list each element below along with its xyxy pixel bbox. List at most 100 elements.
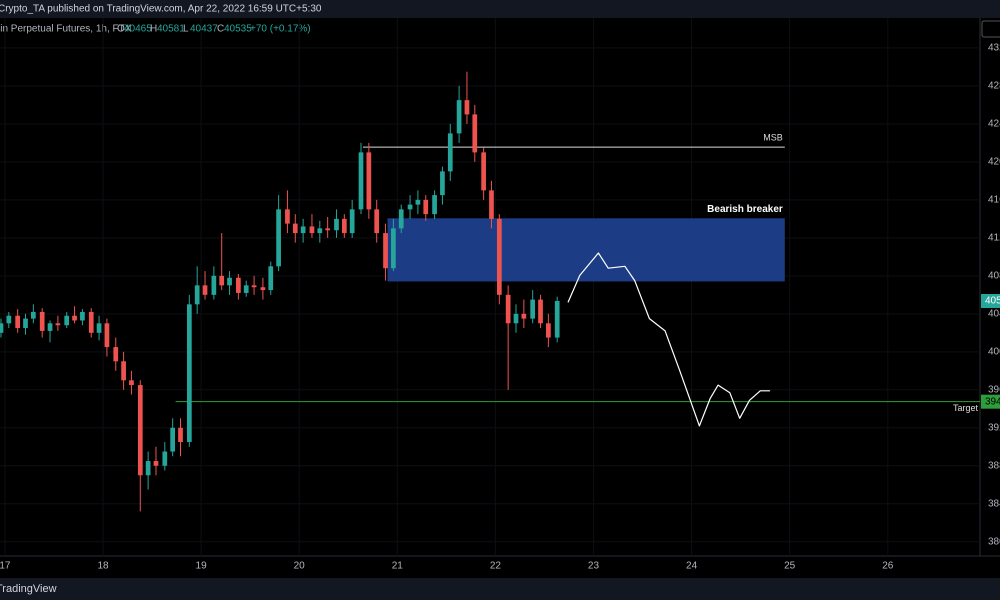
msb-label: MSB — [763, 133, 783, 143]
candle-body — [317, 228, 323, 234]
last-price-label: 40535 — [985, 296, 1000, 307]
y-tick-label: 40800 — [988, 270, 1000, 281]
target-label: Target — [953, 403, 979, 413]
x-tick-label: 25 — [784, 561, 796, 572]
candle-body — [72, 315, 77, 321]
candle-body — [23, 318, 28, 329]
candle-body — [121, 361, 126, 381]
publisher: Crypto_TA published on TradingView.com, … — [0, 4, 322, 15]
y-tick-label: 38400 — [988, 498, 1000, 509]
x-tick-label: 20 — [294, 561, 306, 572]
candle-body — [227, 277, 232, 286]
bottom-bar — [0, 578, 1000, 600]
candle-body — [80, 311, 85, 321]
candle-body — [285, 209, 290, 224]
candle-body — [383, 233, 388, 269]
candle-body — [489, 190, 494, 219]
candle-body — [268, 266, 274, 291]
ohlc-value: 40581 — [157, 24, 185, 35]
ohlc-key: L — [183, 24, 189, 35]
candle-body — [546, 323, 551, 338]
candle-body — [88, 311, 94, 333]
last-price-tag — [981, 294, 1000, 309]
candle-body — [292, 223, 298, 234]
candle-body — [243, 285, 249, 293]
currency-button[interactable] — [981, 20, 1000, 38]
breaker-zone — [387, 218, 785, 282]
ohlc-key: H — [150, 24, 157, 35]
ohlc-value: 40437 — [190, 24, 218, 35]
candle-body — [358, 152, 364, 210]
y-tick-label: 42000 — [988, 157, 1000, 168]
candle-body — [137, 385, 143, 476]
candle-body — [447, 133, 453, 172]
target-price-label: 39475 — [985, 396, 1000, 407]
candle-body — [538, 299, 543, 324]
candle-body — [202, 285, 208, 295]
candle-body — [6, 315, 12, 324]
y-tick-label: 38800 — [988, 460, 1000, 471]
candle-body — [104, 323, 110, 348]
candle-body — [186, 304, 192, 443]
candle-body — [194, 285, 200, 305]
y-tick-label: 43200 — [988, 43, 1000, 54]
candle-body — [423, 199, 429, 215]
candle-body — [30, 311, 36, 319]
brand: TradingView — [0, 583, 57, 595]
candle-body — [211, 275, 217, 295]
candle-body — [341, 218, 347, 234]
candle-body — [145, 461, 151, 476]
x-tick-label: 26 — [882, 561, 894, 572]
x-tick-label: 24 — [686, 561, 698, 572]
target-price-tag — [981, 394, 1000, 409]
candle-body — [481, 152, 486, 191]
candle-body — [530, 299, 536, 319]
x-tick-label: 23 — [588, 561, 600, 572]
candle-body — [178, 427, 183, 443]
candle-body — [398, 209, 404, 229]
candle-body — [96, 323, 102, 333]
x-tick-label: 21 — [392, 561, 404, 572]
candle-body — [162, 451, 168, 466]
x-tick-label: 17 — [0, 561, 11, 572]
ohlc-value: 40465 — [124, 24, 152, 35]
candle-body — [170, 427, 176, 452]
y-tick-label: 39600 — [988, 384, 1000, 395]
candle-body — [440, 171, 445, 196]
candle-body — [366, 152, 372, 210]
candle-body — [113, 347, 119, 362]
y-tick-label: 41200 — [988, 232, 1000, 243]
x-tick-label: 18 — [97, 561, 109, 572]
candle-body — [349, 209, 355, 234]
candle-body — [276, 209, 281, 267]
candle-body — [219, 275, 225, 286]
candle-body — [129, 380, 134, 386]
candle-body — [472, 114, 478, 153]
y-tick-label: 40000 — [988, 346, 1000, 357]
y-tick-label: 39200 — [988, 422, 1000, 433]
candle-body — [15, 315, 21, 329]
y-tick-label: 42400 — [988, 119, 1000, 130]
candle-body — [334, 218, 339, 231]
candle-body — [374, 209, 380, 234]
x-tick-label: 19 — [196, 561, 208, 572]
y-tick-label: 38000 — [988, 536, 1000, 547]
candle-body — [415, 199, 421, 205]
candle-body — [456, 100, 462, 134]
candle-body — [309, 226, 315, 234]
ohlc-change: +70 (+0.17%) — [250, 24, 311, 35]
candle-body — [47, 323, 53, 331]
ohlc-key: C — [217, 24, 224, 35]
candle-body — [464, 100, 470, 115]
candle-body — [39, 311, 45, 331]
y-tick-label: 40400 — [988, 308, 1000, 319]
x-tick-label: 22 — [490, 561, 502, 572]
candle-body — [432, 195, 437, 215]
candle-body — [64, 315, 70, 326]
symbol: Bitcoin Perpetual Futures, 1h, FTX — [0, 24, 132, 35]
candle-body — [554, 301, 560, 338]
candle-body — [236, 277, 241, 293]
